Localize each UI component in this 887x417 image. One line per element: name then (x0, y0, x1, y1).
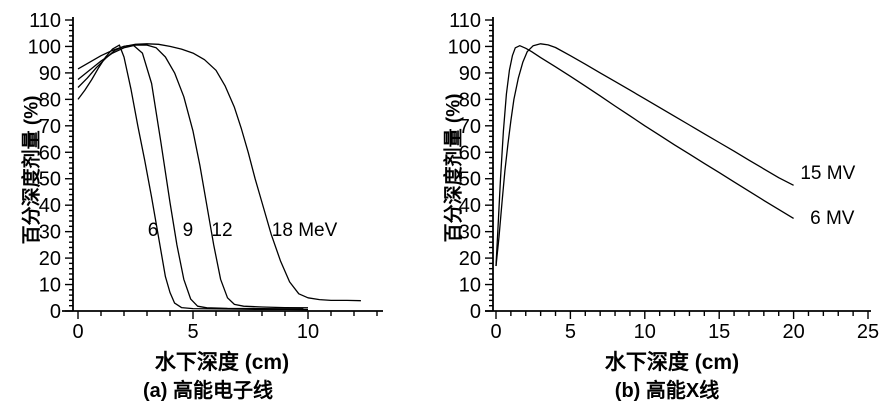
pdd-curve-18-mev (77, 43, 361, 302)
y-axis-title: 百分深度剂量 (%) (21, 95, 43, 245)
pdd-curve-12-mev (77, 44, 309, 309)
y-tick-label: 70 (39, 116, 61, 138)
curve-label-6-mv: 6 MV (810, 208, 855, 229)
pdd-curve-15-mv (495, 43, 794, 267)
curve-label-12-mev: 12 (211, 220, 232, 241)
pdd-curve-9-mev (77, 44, 304, 310)
x-tick-label: 0 (490, 321, 501, 343)
y-tick-label: 20 (39, 248, 61, 270)
y-tick-label: 70 (459, 116, 481, 138)
x-tick-label: 15 (708, 321, 730, 343)
curve-label-9-mev: 9 (183, 220, 194, 241)
x-tick-label: 10 (297, 321, 319, 343)
y-tick-label: 60 (459, 142, 481, 164)
y-tick-label: 50 (459, 169, 481, 191)
x-tick-label: 25 (857, 321, 879, 343)
y-ticks (485, 19, 493, 312)
x-ticks (77, 311, 378, 319)
y-tick-label: 0 (50, 301, 61, 323)
y-tick-label: 20 (459, 248, 481, 270)
pdd-curve-6-mev (77, 44, 309, 311)
curve-label-18-mev: 18 MeV (272, 220, 338, 241)
pdd-curve-6-mv (495, 45, 794, 267)
y-tick-label: 60 (39, 142, 61, 164)
x-tick-label: 5 (565, 321, 576, 343)
curve-label-6-mev: 6 (148, 220, 159, 241)
y-tick-label: 80 (459, 89, 481, 111)
y-tick-label: 100 (28, 36, 61, 58)
xray-pdd-plot: 0 5 10 15 20 25 0 10 20 30 40 50 60 70 80 90 100 110 15 MV… (448, 10, 880, 343)
y-tick-label: 90 (39, 63, 61, 85)
y-tick-label: 10 (459, 275, 481, 297)
curve-label-15-mv: 15 MV (800, 163, 855, 184)
y-axis-title: 百分深度剂量 (%) (443, 93, 465, 243)
x-tick-label: 10 (634, 321, 656, 343)
x-axis-title: 水下深度 (cm) (604, 351, 740, 374)
x-tick-label: 20 (782, 321, 804, 343)
x-axis-title: 水下深度 (cm) (154, 351, 290, 374)
y-tick-label: 100 (448, 36, 481, 58)
y-tick-label: 40 (39, 195, 61, 217)
y-tick-label: 0 (470, 301, 481, 323)
y-tick-label: 10 (39, 275, 61, 297)
y-tick-label: 110 (449, 10, 481, 32)
y-tick-label: 30 (39, 222, 61, 244)
y-tick-label: 40 (459, 195, 481, 217)
y-tick-label: 90 (459, 63, 481, 85)
x-tick-label: 5 (187, 321, 198, 343)
x-tick-label: 0 (72, 321, 83, 343)
y-ticks (65, 19, 73, 312)
chart-caption: (a) 高能电子线 (143, 380, 273, 402)
chart-electron-beams: 0 5 10 0 10 20 30 40 50 60 70 80 90 100 110 6 9 12 18 MeV … (0, 0, 440, 417)
chart-xray-beams: 0 5 10 15 20 25 0 10 20 30 40 50 60 70 80 90 100 110 15 MV… (440, 0, 887, 417)
chart-caption: (b) 高能X线 (614, 380, 720, 402)
y-tick-label: 50 (39, 169, 61, 191)
x-ticks (495, 311, 869, 319)
y-tick-label: 110 (29, 10, 61, 32)
y-tick-label: 30 (459, 222, 481, 244)
y-tick-label: 80 (39, 89, 61, 111)
